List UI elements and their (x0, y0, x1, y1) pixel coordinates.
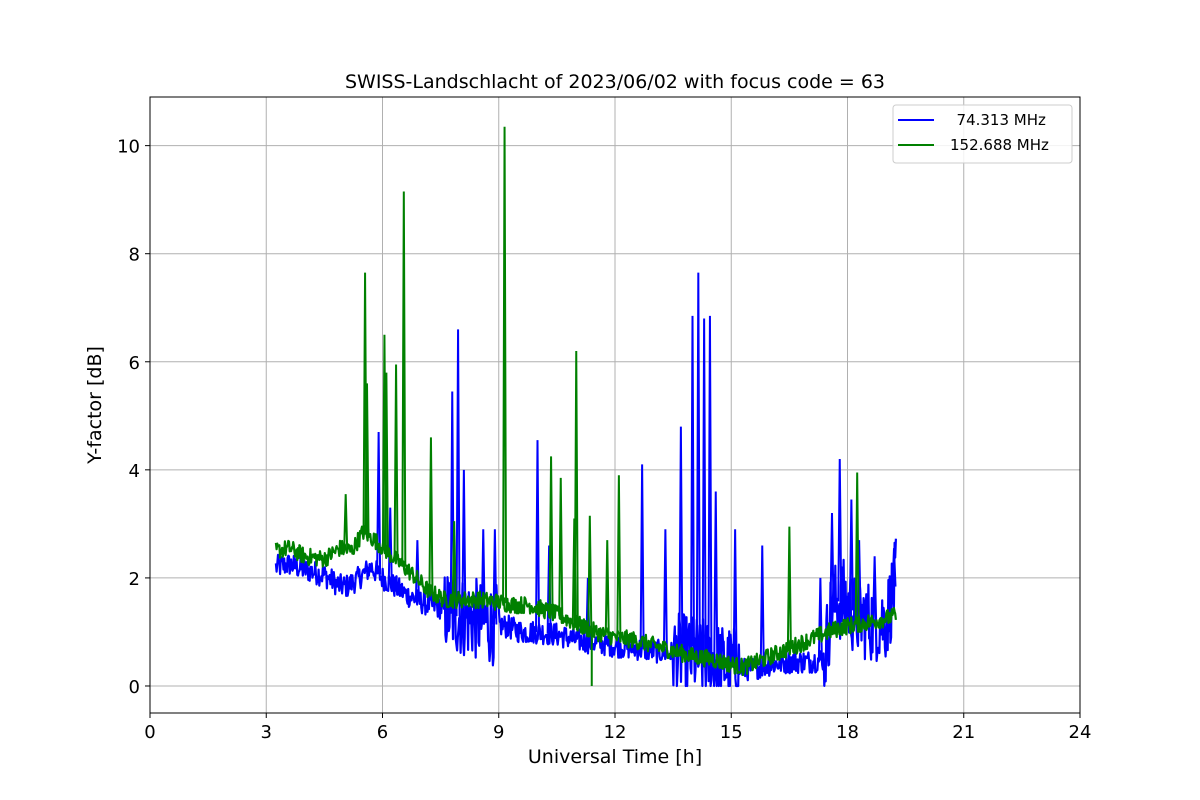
x-tick-label: 6 (377, 722, 388, 743)
y-axis-label: Y-factor [dB] (84, 346, 106, 465)
spike (548, 456, 554, 613)
spike (848, 499, 854, 611)
spike (707, 315, 713, 662)
spike (558, 477, 564, 616)
spike (616, 475, 622, 638)
chart-title: SWISS-Landschlacht of 2023/06/02 with fo… (345, 71, 885, 93)
spike (364, 383, 370, 535)
y-ticks: 0 2 4 6 8 10 (117, 137, 150, 698)
x-tick-label: 3 (261, 722, 272, 743)
spike (535, 440, 540, 632)
y-tick-label: 6 (129, 353, 140, 374)
spike (461, 469, 467, 618)
spike (690, 315, 695, 657)
spike (587, 515, 593, 630)
spike (891, 548, 897, 587)
legend-label-152mhz: 152.688 MHz (950, 136, 1049, 154)
spike (343, 494, 349, 550)
x-ticks: 0 3 6 9 12 15 18 21 24 (144, 713, 1091, 743)
y-tick-label: 4 (129, 461, 140, 482)
spike (837, 459, 843, 602)
spike (401, 191, 407, 567)
y-tick-label: 10 (117, 137, 140, 158)
legend-label-74mhz: 74.313 MHz (947, 111, 1046, 129)
x-tick-label: 0 (144, 722, 155, 743)
spike (817, 577, 823, 660)
spike (502, 126, 508, 604)
x-tick-label: 9 (493, 722, 504, 743)
spike (428, 437, 434, 593)
spike (383, 372, 389, 551)
y-tick-label: 2 (129, 569, 140, 590)
spike (786, 526, 792, 649)
legend: 74.313 MHz 152.688 MHz (892, 104, 1073, 164)
spike (376, 432, 382, 575)
x-tick-label: 24 (1069, 722, 1092, 743)
spike (759, 545, 765, 667)
series-line (274, 525, 897, 677)
spike (639, 464, 645, 650)
spike (387, 507, 393, 584)
grid (149, 97, 1081, 713)
series-152mhz (274, 126, 897, 686)
x-tick-label: 15 (720, 722, 743, 743)
spike (713, 491, 719, 663)
plot-series (274, 126, 897, 688)
spike (393, 364, 399, 560)
spike (854, 472, 860, 625)
spike (455, 329, 461, 617)
x-tick-label: 18 (836, 722, 859, 743)
x-axis-label: Universal Time [h] (528, 746, 702, 768)
spike (451, 521, 457, 600)
spike (678, 426, 684, 655)
y-tick-label: 0 (129, 677, 140, 698)
x-tick-label: 12 (604, 722, 627, 743)
spike (662, 529, 668, 653)
legend-box (892, 104, 1073, 164)
spike (695, 272, 701, 658)
spike (872, 556, 878, 622)
spike (604, 540, 610, 636)
spike (492, 529, 498, 625)
y-tick-label: 8 (129, 245, 140, 266)
x-tick-label: 21 (952, 722, 975, 743)
spike (732, 529, 738, 668)
spike (480, 529, 486, 622)
spike (829, 513, 835, 605)
series-line (274, 538, 897, 688)
spike (573, 350, 579, 624)
spike (701, 318, 707, 660)
